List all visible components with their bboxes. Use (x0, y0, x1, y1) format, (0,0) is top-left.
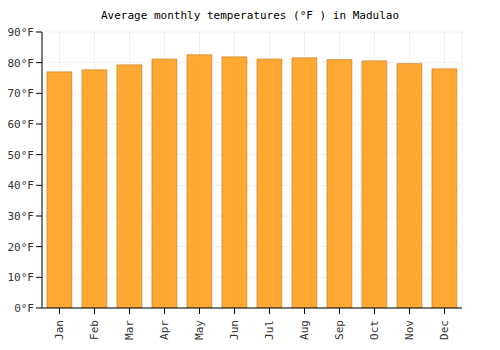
svg-text:40°F: 40°F (8, 179, 34, 192)
svg-text:May: May (193, 320, 206, 340)
svg-text:90°F: 90°F (8, 26, 34, 39)
svg-text:Apr: Apr (158, 320, 171, 340)
svg-text:70°F: 70°F (8, 87, 34, 100)
svg-text:Jun: Jun (228, 320, 241, 340)
svg-text:Aug: Aug (298, 320, 311, 340)
svg-text:Sep: Sep (333, 320, 346, 340)
svg-text:Feb: Feb (88, 320, 101, 340)
svg-text:80°F: 80°F (8, 57, 34, 70)
svg-text:Jan: Jan (53, 320, 66, 340)
html-text:Average monthly temperatures (: Average monthly temperatures (°F ) in Ma… (101, 9, 399, 22)
svg-text:20°F: 20°F (8, 241, 34, 254)
svg-text:Oct: Oct (368, 320, 381, 340)
svg-text:Nov: Nov (403, 320, 416, 340)
svg-text:50°F: 50°F (8, 149, 34, 162)
svg-text:Dec: Dec (438, 320, 451, 340)
svg-text:30°F: 30°F (8, 210, 34, 223)
svg-text:Mar: Mar (123, 320, 136, 340)
svg-text:60°F: 60°F (8, 118, 34, 131)
svg-text:10°F: 10°F (8, 271, 34, 284)
svg-text:0°F: 0°F (14, 302, 34, 315)
svg-text:Jul: Jul (263, 320, 276, 340)
